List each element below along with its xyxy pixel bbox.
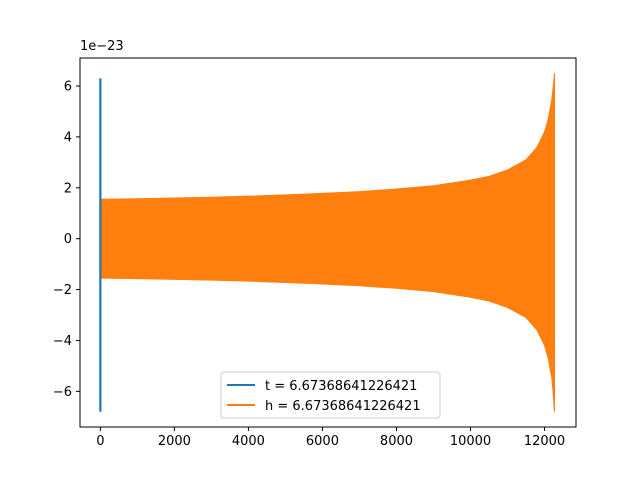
y-tick-label: 6 — [64, 79, 72, 94]
x-tick-label: 6000 — [306, 434, 339, 449]
y-tick-label: 4 — [64, 130, 72, 145]
axes-frame — [79, 57, 577, 428]
x-tick-label: 10000 — [450, 434, 491, 449]
y-axis-offset-label: 1e−23 — [80, 39, 124, 54]
x-axis: 0 2000 4000 6000 8000 10000 12000 — [96, 427, 565, 449]
y-tick-label: −4 — [53, 334, 72, 349]
x-tick-label: 0 — [96, 434, 104, 449]
x-tick-label: 4000 — [232, 434, 265, 449]
legend: t = 6.67368641226421 h = 6.67368641226421 — [220, 371, 441, 419]
plot-area — [99, 73, 556, 412]
legend-label: h = 6.67368641226421 — [265, 399, 421, 414]
legend-label: t = 6.67368641226421 — [265, 379, 417, 394]
y-tick-label: 0 — [64, 232, 72, 247]
y-tick-label: −6 — [53, 385, 72, 400]
x-tick-label: 12000 — [524, 434, 565, 449]
y-tick-label: 2 — [64, 181, 72, 196]
x-tick-label: 2000 — [158, 434, 191, 449]
series-h-signal — [99, 73, 556, 412]
y-axis: −6 −4 −2 0 2 4 6 — [53, 79, 80, 400]
y-tick-label: −2 — [53, 283, 72, 298]
legend-box — [220, 371, 441, 419]
x-tick-label: 8000 — [380, 434, 413, 449]
